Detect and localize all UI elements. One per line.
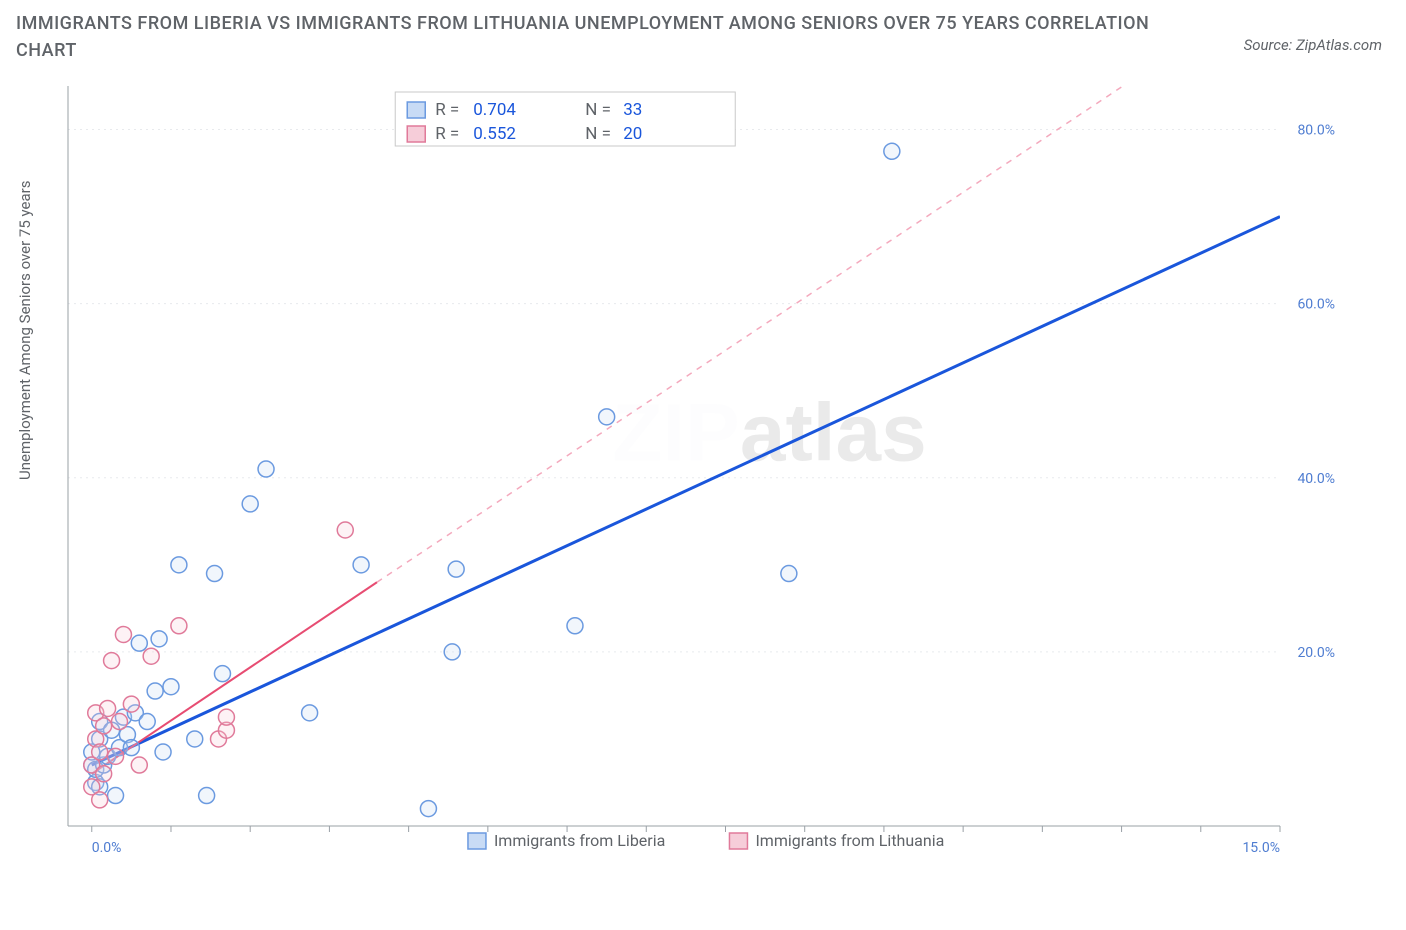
svg-text:15.0%: 15.0% xyxy=(1242,840,1280,856)
svg-text:20: 20 xyxy=(623,124,642,144)
svg-text:N =: N = xyxy=(585,100,611,120)
svg-text:0.0%: 0.0% xyxy=(92,840,122,856)
svg-text:0.552: 0.552 xyxy=(473,124,516,144)
y-axis-label: Unemployment Among Seniors over 75 years xyxy=(16,181,34,480)
svg-text:R =: R = xyxy=(435,124,459,144)
svg-text:40.0%: 40.0% xyxy=(1297,471,1335,487)
svg-text:60.0%: 60.0% xyxy=(1297,297,1335,313)
correlation-scatter-chart: ZIPatlas0.0%15.0%20.0%40.0%60.0%80.0%R =… xyxy=(60,86,1350,866)
svg-text:20.0%: 20.0% xyxy=(1297,645,1335,661)
svg-text:R =: R = xyxy=(435,100,459,120)
svg-text:0.704: 0.704 xyxy=(473,100,516,120)
svg-text:N =: N = xyxy=(585,124,611,144)
svg-text:Immigrants from Lithuania: Immigrants from Lithuania xyxy=(755,831,944,850)
svg-text:33: 33 xyxy=(623,100,642,120)
svg-text:Immigrants from Liberia: Immigrants from Liberia xyxy=(494,831,665,850)
svg-text:80.0%: 80.0% xyxy=(1297,123,1335,139)
source-label: Source: ZipAtlas.com xyxy=(1244,36,1382,54)
chart-title: IMMIGRANTS FROM LIBERIA VS IMMIGRANTS FR… xyxy=(16,10,1206,64)
